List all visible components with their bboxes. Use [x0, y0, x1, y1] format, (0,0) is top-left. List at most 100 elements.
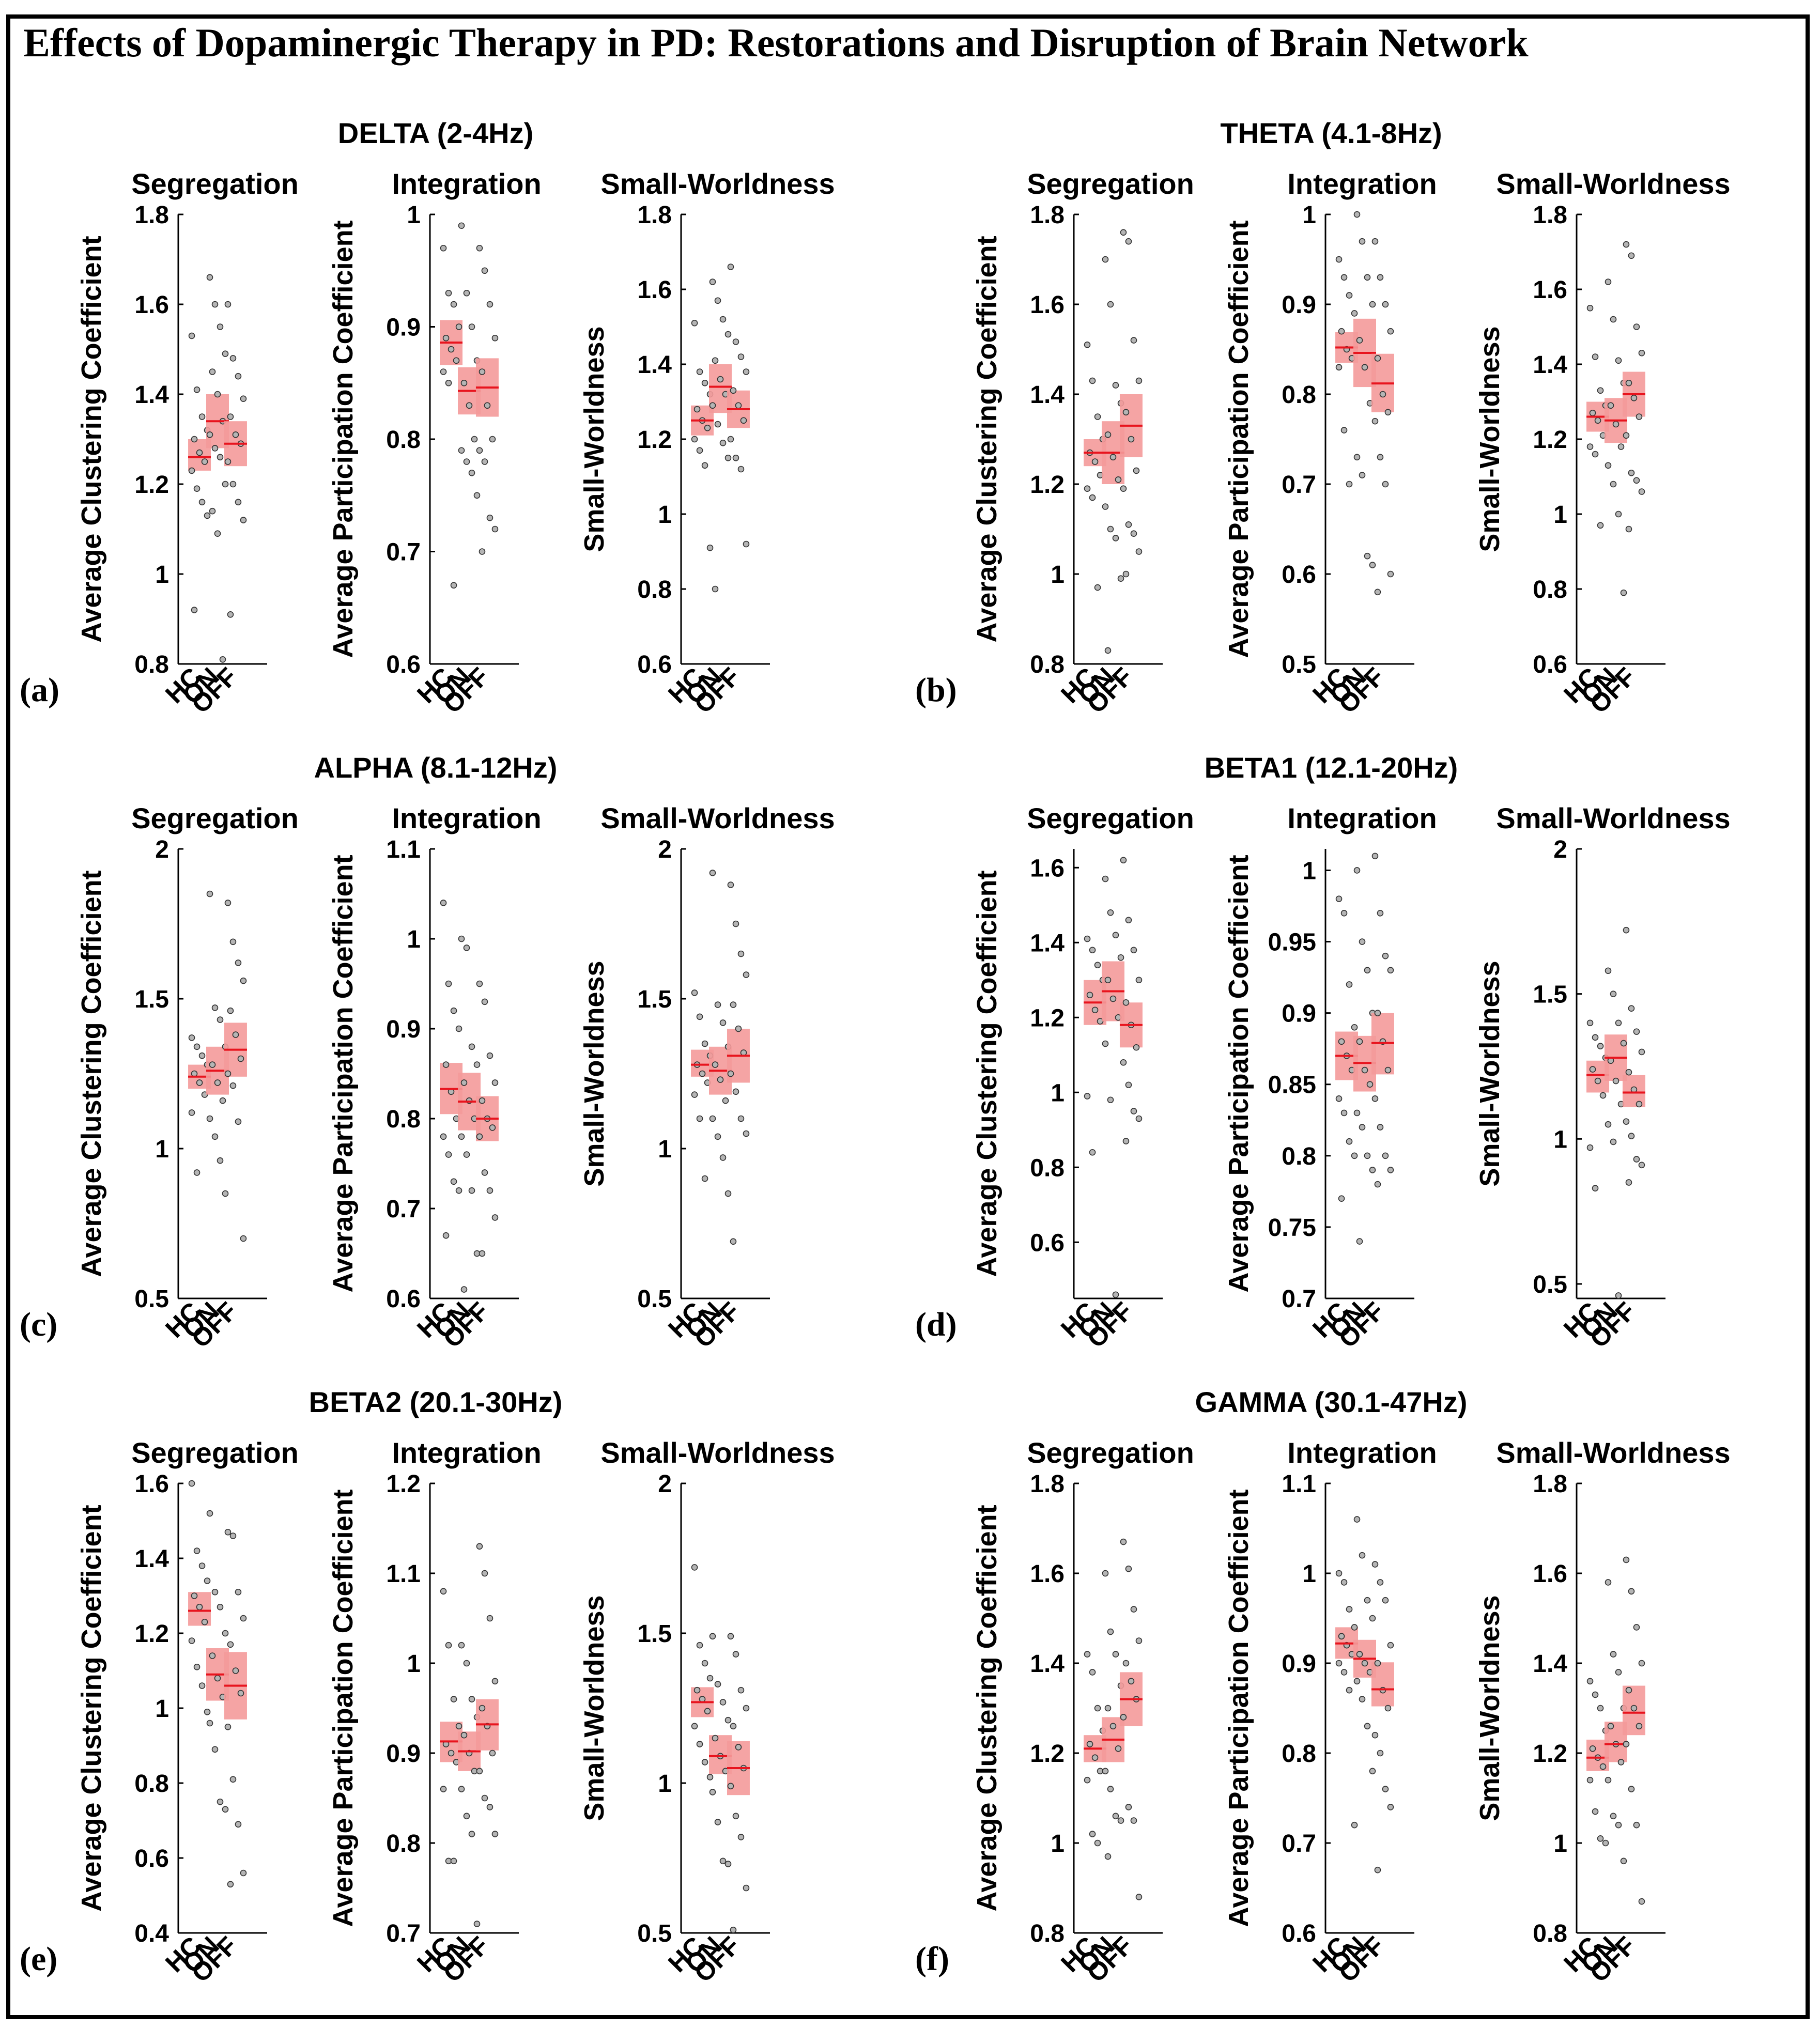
data-point	[214, 1675, 221, 1682]
y-axis-label: Average Participation Coefficient	[328, 855, 359, 1292]
data-point	[1638, 1660, 1645, 1667]
data-point	[1346, 481, 1353, 488]
data-point	[1379, 391, 1386, 398]
data-point	[1094, 1839, 1101, 1847]
data-point	[479, 1097, 486, 1104]
y-axis-label: Average Clustering Coefficient	[971, 1505, 1002, 1911]
data-point	[1387, 1167, 1394, 1173]
y-tick-label: 1.2	[386, 1470, 421, 1498]
data-point	[1356, 1651, 1363, 1658]
y-tick-label: 0.6	[1282, 561, 1316, 589]
data-point	[206, 1720, 213, 1727]
data-point	[701, 379, 708, 386]
data-point	[227, 1881, 234, 1888]
y-tick-label: 1.2	[1030, 1740, 1065, 1768]
data-point	[719, 1699, 727, 1706]
data-point	[1112, 1291, 1119, 1298]
data-point	[222, 1806, 229, 1813]
panel-label: (e)	[20, 1940, 57, 1978]
data-point	[706, 1675, 714, 1682]
data-point	[486, 301, 493, 308]
data-point	[211, 1133, 219, 1140]
data-point	[1610, 481, 1617, 488]
y-tick-label: 1	[407, 926, 421, 953]
data-point	[1638, 1162, 1645, 1169]
data-point	[1104, 1853, 1112, 1860]
y-tick-label: 0.6	[1282, 1920, 1316, 1947]
data-point	[1605, 1121, 1612, 1128]
data-point	[719, 316, 727, 323]
panel-label: (b)	[915, 671, 957, 709]
data-point	[1130, 1817, 1137, 1824]
y-tick-label: 0.9	[1282, 1650, 1316, 1678]
subplot-segregation: Segregation Average Clustering Coefficien…	[971, 1436, 1194, 1988]
data-point	[1335, 256, 1343, 263]
data-point	[1120, 485, 1127, 492]
y-tick-label: 1	[658, 1770, 672, 1798]
data-point	[486, 514, 493, 521]
data-point	[1610, 990, 1617, 997]
y-tick-label: 0.85	[1268, 1072, 1316, 1099]
data-point	[719, 439, 727, 446]
data-point	[743, 1884, 750, 1892]
data-point	[1597, 1705, 1604, 1712]
data-point	[1122, 1138, 1130, 1144]
data-point	[737, 1834, 745, 1840]
data-point	[445, 289, 452, 297]
data-point	[484, 402, 491, 409]
data-point	[1625, 1686, 1632, 1694]
data-point	[1117, 954, 1124, 961]
data-point	[712, 1735, 719, 1742]
data-point	[727, 264, 734, 270]
data-point	[1374, 589, 1381, 596]
data-point	[1371, 238, 1379, 245]
subplot-segregation: Segregation Average Clustering Coefficien…	[971, 167, 1194, 719]
data-point	[489, 1750, 496, 1757]
data-point	[491, 1079, 499, 1086]
y-tick-label: 1.5	[637, 1620, 672, 1648]
data-point	[1586, 304, 1594, 312]
data-point	[1369, 1615, 1376, 1622]
y-tick-label: 0.8	[1533, 1920, 1567, 1947]
data-point	[1102, 1040, 1109, 1047]
data-point	[1130, 530, 1137, 537]
data-point	[1623, 1118, 1630, 1125]
data-point	[481, 267, 488, 274]
data-point	[1586, 443, 1594, 450]
data-point	[479, 548, 486, 555]
data-point	[1094, 584, 1101, 591]
y-tick-label: 0.8	[1533, 576, 1567, 603]
data-point	[724, 1716, 732, 1724]
ci-box	[1371, 1662, 1394, 1707]
data-point	[1346, 981, 1353, 988]
data-point	[219, 656, 226, 663]
data-point	[211, 445, 219, 452]
subplot-segregation: Segregation Average Clustering Coefficien…	[76, 167, 299, 719]
data-point	[727, 881, 734, 888]
data-point	[209, 507, 216, 515]
data-point	[712, 1061, 719, 1068]
data-point	[1628, 252, 1635, 259]
data-point	[1366, 1081, 1374, 1088]
data-point	[1592, 1034, 1599, 1041]
data-point	[481, 1570, 488, 1577]
data-point	[455, 1723, 462, 1730]
data-point	[719, 1857, 727, 1865]
data-point	[691, 1091, 698, 1098]
data-point	[1361, 1660, 1368, 1667]
y-tick-label: 1.2	[1533, 1740, 1567, 1768]
data-point	[1356, 337, 1363, 344]
y-tick-label: 0.8	[1282, 1143, 1316, 1170]
data-point	[709, 1115, 716, 1122]
data-point	[448, 1750, 455, 1757]
data-point	[732, 1651, 739, 1658]
data-point	[1084, 485, 1091, 492]
y-tick-label: 0.8	[1030, 1154, 1065, 1182]
data-point	[1594, 1077, 1601, 1085]
y-axis-label: Small-Worldness	[1474, 326, 1505, 552]
y-tick-label: 1.4	[1533, 1650, 1567, 1678]
y-tick-label: 1	[407, 1650, 421, 1678]
subplot-title: Segregation	[131, 802, 299, 834]
data-point	[440, 1133, 447, 1140]
data-point	[224, 301, 232, 308]
